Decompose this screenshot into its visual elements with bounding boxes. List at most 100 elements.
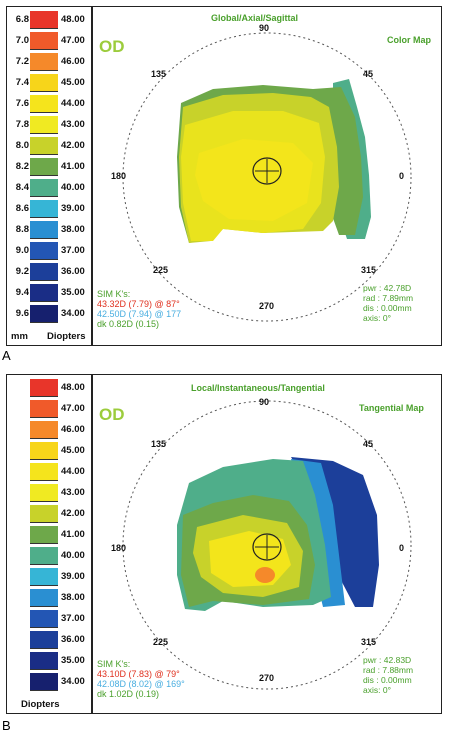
- scale-row: 9.0 37.00: [7, 242, 91, 260]
- scale-mm-value: 9.0: [15, 245, 29, 256]
- zone-44: [195, 139, 313, 221]
- sim-k-title: SIM K's:: [97, 659, 131, 669]
- sim-k-steep: 43.10D (7.83) @ 79°: [97, 669, 180, 679]
- scale-diopter-value: 37.00: [61, 245, 85, 256]
- scale-row: 44.00: [7, 463, 91, 481]
- scale-row: 43.00: [7, 484, 91, 502]
- scale-diopter-value: 47.00: [61, 35, 85, 46]
- scale-row: 34.00: [7, 673, 91, 691]
- scale-diopter-value: 47.00: [61, 403, 85, 414]
- angle-135: 135: [151, 69, 167, 79]
- scale-swatch: [30, 305, 58, 323]
- scale-mm-value: 8.8: [15, 224, 29, 235]
- angle-45: 45: [363, 69, 374, 79]
- pupil-outline: [252, 157, 282, 185]
- angle-225: 225: [153, 637, 169, 647]
- scale-mm-value: 6.8: [15, 14, 29, 25]
- scale-swatch: [30, 11, 58, 29]
- scale-mm-value: 9.4: [15, 287, 29, 298]
- cursor-dis: dis : 0.00mm: [363, 675, 412, 685]
- angle-315: 315: [361, 637, 377, 647]
- cursor-rad: rad : 7.89mm: [363, 293, 414, 303]
- scale-diopter-value: 46.00: [61, 56, 85, 67]
- scale-swatch: [30, 547, 58, 565]
- topography-map-a: Global/Axial/Sagittal Color Map OD 90 45…: [92, 6, 442, 346]
- scale-row: 9.2 36.00: [7, 263, 91, 281]
- scale-diopter-value: 45.00: [61, 77, 85, 88]
- angle-0: 0: [399, 171, 405, 181]
- angle-180: 180: [111, 171, 127, 181]
- scale-swatch: [30, 673, 58, 691]
- scale-row: 35.00: [7, 652, 91, 670]
- scale-swatch: [30, 221, 58, 239]
- map-type-label: Color Map: [387, 35, 431, 45]
- scale-swatch: [30, 95, 58, 113]
- scale-diopter-value: 38.00: [61, 224, 85, 235]
- pupil-outline: [252, 533, 282, 561]
- scale-diopters-footer: Diopters: [47, 331, 86, 342]
- panel-letter-b: B: [2, 718, 11, 733]
- scale-diopter-value: 43.00: [61, 487, 85, 498]
- scale-diopter-value: 41.00: [61, 529, 85, 540]
- sim-k-title: SIM K's:: [97, 289, 131, 299]
- scale-diopter-value: 48.00: [61, 14, 85, 25]
- scale-diopter-value: 44.00: [61, 466, 85, 477]
- map-type-label: Tangential Map: [359, 403, 424, 413]
- angle-225: 225: [153, 265, 169, 275]
- cursor-dis: dis : 0.00mm: [363, 303, 412, 313]
- scale-diopter-value: 34.00: [61, 676, 85, 687]
- scale-swatch: [30, 442, 58, 460]
- cursor-pwr: pwr : 42.78D: [363, 283, 412, 293]
- scale-swatch: [30, 284, 58, 302]
- scale-diopter-value: 43.00: [61, 119, 85, 130]
- scale-swatch: [30, 400, 58, 418]
- scale-swatch: [30, 421, 58, 439]
- scale-mm-value: 8.6: [15, 203, 29, 214]
- angle-90: 90: [259, 23, 270, 33]
- scale-diopter-value: 40.00: [61, 550, 85, 561]
- outer-dotted-circle: [122, 32, 412, 322]
- scale-diopter-value: 35.00: [61, 287, 85, 298]
- sim-k-delta: dk 1.02D (0.19): [97, 689, 160, 699]
- angle-135: 135: [151, 439, 167, 449]
- scale-row: 7.0 47.00: [7, 32, 91, 50]
- scale-swatch: [30, 158, 58, 176]
- scale-diopter-value: 41.00: [61, 161, 85, 172]
- scale-row: 7.8 43.00: [7, 116, 91, 134]
- scale-swatch: [30, 631, 58, 649]
- scale-row: 39.00: [7, 568, 91, 586]
- eye-label: OD: [99, 37, 125, 56]
- map-title: Global/Axial/Sagittal: [211, 13, 299, 23]
- scale-diopter-value: 34.00: [61, 308, 85, 319]
- scale-swatch: [30, 32, 58, 50]
- scale-swatch: [30, 652, 58, 670]
- angle-90: 90: [259, 397, 270, 407]
- angle-270: 270: [259, 673, 275, 683]
- scale-swatch: [30, 263, 58, 281]
- scale-mm-footer: mm: [11, 331, 28, 342]
- scale-diopter-value: 40.00: [61, 182, 85, 193]
- scale-swatch: [30, 179, 58, 197]
- scale-row: 38.00: [7, 589, 91, 607]
- map-title: Local/Instantaneous/Tangential: [191, 383, 325, 393]
- map-svg-a: [122, 32, 412, 322]
- scale-swatch: [30, 463, 58, 481]
- scale-diopter-value: 35.00: [61, 655, 85, 666]
- scale-swatch: [30, 137, 58, 155]
- cursor-pwr: pwr : 42.83D: [363, 655, 412, 665]
- topography-map-b: Local/Instantaneous/Tangential Tangentia…: [92, 374, 442, 714]
- scale-mm-value: 9.6: [15, 308, 29, 319]
- scale-swatch: [30, 484, 58, 502]
- scale-mm-value: 7.0: [15, 35, 29, 46]
- scale-row: 46.00: [7, 421, 91, 439]
- color-scale-a: 6.8 48.00 7.0 47.00 7.2 46.00 7.4 45.00 7.6 44.00…: [6, 6, 92, 346]
- scale-diopter-value: 48.00: [61, 382, 85, 393]
- scale-swatch: [30, 589, 58, 607]
- map-svg-b: [122, 400, 412, 690]
- scale-row: 8.6 39.00: [7, 200, 91, 218]
- scale-diopter-value: 42.00: [61, 508, 85, 519]
- scale-row: 8.2 41.00: [7, 158, 91, 176]
- angle-315: 315: [361, 265, 377, 275]
- scale-mm-value: 7.8: [15, 119, 29, 130]
- cursor-rad: rad : 7.88mm: [363, 665, 414, 675]
